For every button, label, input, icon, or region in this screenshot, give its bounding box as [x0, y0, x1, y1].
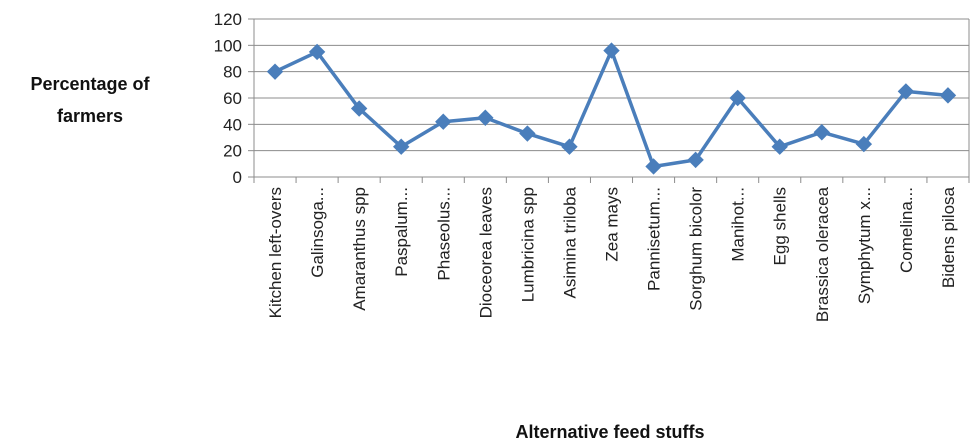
x-tick-label: Amaranthus spp [350, 187, 369, 311]
y-tick-label-120: 120 [214, 10, 242, 29]
data-point [308, 43, 326, 61]
x-tick-label: Lumbricina spp [518, 187, 537, 302]
x-tick-label: Egg shells [771, 187, 790, 265]
data-point [392, 138, 410, 155]
data-point [477, 109, 494, 126]
data-point [855, 135, 873, 153]
x-tick-label: Bidens pilosa [939, 186, 958, 288]
y-axis-label-line-1: Percentage of [30, 74, 150, 94]
data-point [435, 113, 452, 130]
y-tick-label-60: 60 [223, 89, 242, 108]
x-tick-label: Comelina... [897, 187, 916, 273]
data-point [266, 63, 284, 80]
y-tick-label-20: 20 [223, 142, 242, 161]
x-tick-label: Manihot... [729, 187, 748, 262]
data-point [771, 138, 788, 155]
data-point [813, 124, 831, 141]
data-point [561, 138, 578, 155]
x-tick-label: Phaseolus... [434, 187, 453, 281]
data-point [603, 42, 620, 59]
x-tick-label: Sorghum bicolor [687, 187, 706, 311]
series-line-path [274, 48, 949, 169]
y-tick-labels: 0 20 40 60 80 100 120 [214, 10, 242, 187]
x-tick-label: Galinsoga... [308, 187, 327, 278]
axes [248, 18, 970, 183]
data-point [350, 100, 368, 117]
data-point [687, 151, 704, 169]
x-tick-label: Dioceorea leaves [476, 187, 495, 318]
x-tick-label: Pannisetum... [645, 187, 664, 291]
y-tick-label-40: 40 [223, 115, 242, 134]
y-axis-label-line-2: farmers [57, 106, 123, 126]
series-markers [266, 42, 957, 175]
x-tick-label: Zea mays [603, 187, 622, 262]
gridlines [254, 18, 969, 152]
y-tick-label-100: 100 [214, 36, 242, 55]
x-tick-label: Kitchen left-overs [266, 187, 285, 318]
x-tick-label: Paspalum... [392, 187, 411, 277]
y-tick-label-0: 0 [233, 168, 242, 187]
data-point [897, 83, 915, 100]
data-point [729, 89, 746, 107]
x-tick-label: Symphytum x... [855, 187, 874, 304]
data-point [519, 125, 536, 142]
data-point [645, 158, 662, 175]
y-tick-label-80: 80 [223, 63, 242, 82]
x-tick-labels: Kitchen left-overs Galinsoga... Amaranthus… [266, 186, 958, 322]
x-tick-label: Asimina triloba [560, 186, 579, 298]
x-tick-label: Brassica oleracea [813, 186, 832, 322]
x-axis-label: Alternative feed stuffs [515, 422, 704, 442]
series-line [274, 48, 949, 169]
data-point [939, 87, 957, 104]
